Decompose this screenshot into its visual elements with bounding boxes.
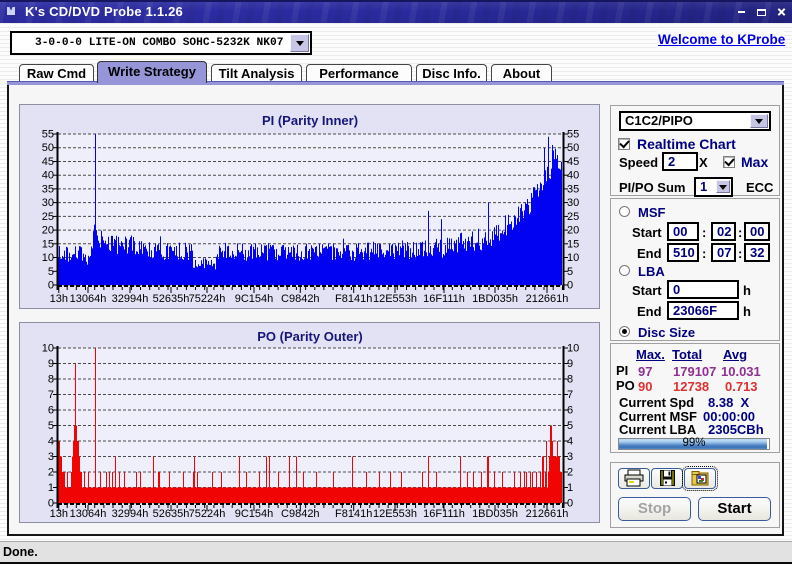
svg-text:52635h: 52635h (153, 508, 190, 520)
svg-text:15: 15 (42, 238, 54, 250)
svg-text:10: 10 (567, 252, 579, 264)
svg-text:9: 9 (567, 358, 573, 370)
svg-text:52635h: 52635h (153, 293, 190, 305)
svg-text:45: 45 (567, 156, 579, 168)
svg-text:6: 6 (567, 405, 573, 417)
svg-text:25: 25 (567, 211, 579, 223)
svg-text:32994h: 32994h (112, 293, 149, 305)
svg-text:5: 5 (567, 420, 573, 432)
svg-text:25: 25 (42, 211, 54, 223)
svg-text:75224h: 75224h (189, 508, 226, 520)
svg-text:212661h: 212661h (526, 508, 569, 520)
svg-text:5: 5 (567, 266, 573, 278)
svg-text:30: 30 (42, 197, 54, 209)
svg-text:C9842h: C9842h (281, 293, 320, 305)
svg-text:13h: 13h (50, 293, 68, 305)
svg-text:20: 20 (42, 225, 54, 237)
svg-text:F8141h: F8141h (335, 508, 372, 520)
svg-text:1: 1 (48, 482, 54, 494)
svg-text:13064h: 13064h (70, 293, 107, 305)
svg-text:C9842h: C9842h (281, 508, 320, 520)
svg-text:PO (Parity Outer): PO (Parity Outer) (257, 329, 362, 344)
svg-text:2: 2 (567, 467, 573, 479)
svg-text:1BD035h: 1BD035h (472, 293, 518, 305)
svg-text:212661h: 212661h (526, 293, 569, 305)
svg-text:40: 40 (42, 170, 54, 182)
svg-text:F8141h: F8141h (335, 293, 372, 305)
svg-text:35: 35 (42, 183, 54, 195)
svg-text:3: 3 (567, 451, 573, 463)
svg-text:0: 0 (567, 498, 573, 510)
svg-text:13064h: 13064h (70, 508, 107, 520)
svg-text:55: 55 (567, 129, 579, 141)
svg-text:16F111h: 16F111h (423, 293, 465, 305)
svg-text:35: 35 (567, 183, 579, 195)
svg-text:0: 0 (48, 498, 54, 510)
svg-text:9: 9 (48, 358, 54, 370)
svg-text:30: 30 (567, 197, 579, 209)
svg-text:4: 4 (567, 436, 573, 448)
svg-text:10: 10 (42, 343, 54, 355)
svg-text:75224h: 75224h (189, 293, 226, 305)
svg-text:9C154h: 9C154h (235, 508, 274, 520)
svg-text:12E553h: 12E553h (373, 293, 417, 305)
svg-text:3: 3 (48, 451, 54, 463)
svg-text:10: 10 (42, 252, 54, 264)
svg-text:20: 20 (567, 225, 579, 237)
svg-text:7: 7 (48, 389, 54, 401)
svg-text:8: 8 (567, 374, 573, 386)
svg-text:2: 2 (48, 467, 54, 479)
svg-text:15: 15 (567, 238, 579, 250)
svg-text:40: 40 (567, 170, 579, 182)
svg-text:0: 0 (567, 280, 573, 292)
svg-text:5: 5 (48, 266, 54, 278)
svg-text:13h: 13h (50, 508, 68, 520)
svg-text:6: 6 (48, 405, 54, 417)
svg-text:10: 10 (567, 343, 579, 355)
svg-text:PI (Parity Inner): PI (Parity Inner) (262, 113, 358, 128)
svg-text:50: 50 (567, 142, 579, 154)
svg-text:9C154h: 9C154h (235, 293, 274, 305)
svg-text:8: 8 (48, 374, 54, 386)
svg-text:45: 45 (42, 156, 54, 168)
svg-text:55: 55 (42, 129, 54, 141)
svg-text:1: 1 (567, 482, 573, 494)
svg-text:7: 7 (567, 389, 573, 401)
svg-text:12E553h: 12E553h (373, 508, 417, 520)
svg-text:16F111h: 16F111h (423, 508, 465, 520)
svg-text:32994h: 32994h (112, 508, 149, 520)
svg-text:4: 4 (48, 436, 54, 448)
svg-text:50: 50 (42, 142, 54, 154)
svg-text:5: 5 (48, 420, 54, 432)
svg-text:1BD035h: 1BD035h (472, 508, 518, 520)
svg-text:0: 0 (48, 280, 54, 292)
